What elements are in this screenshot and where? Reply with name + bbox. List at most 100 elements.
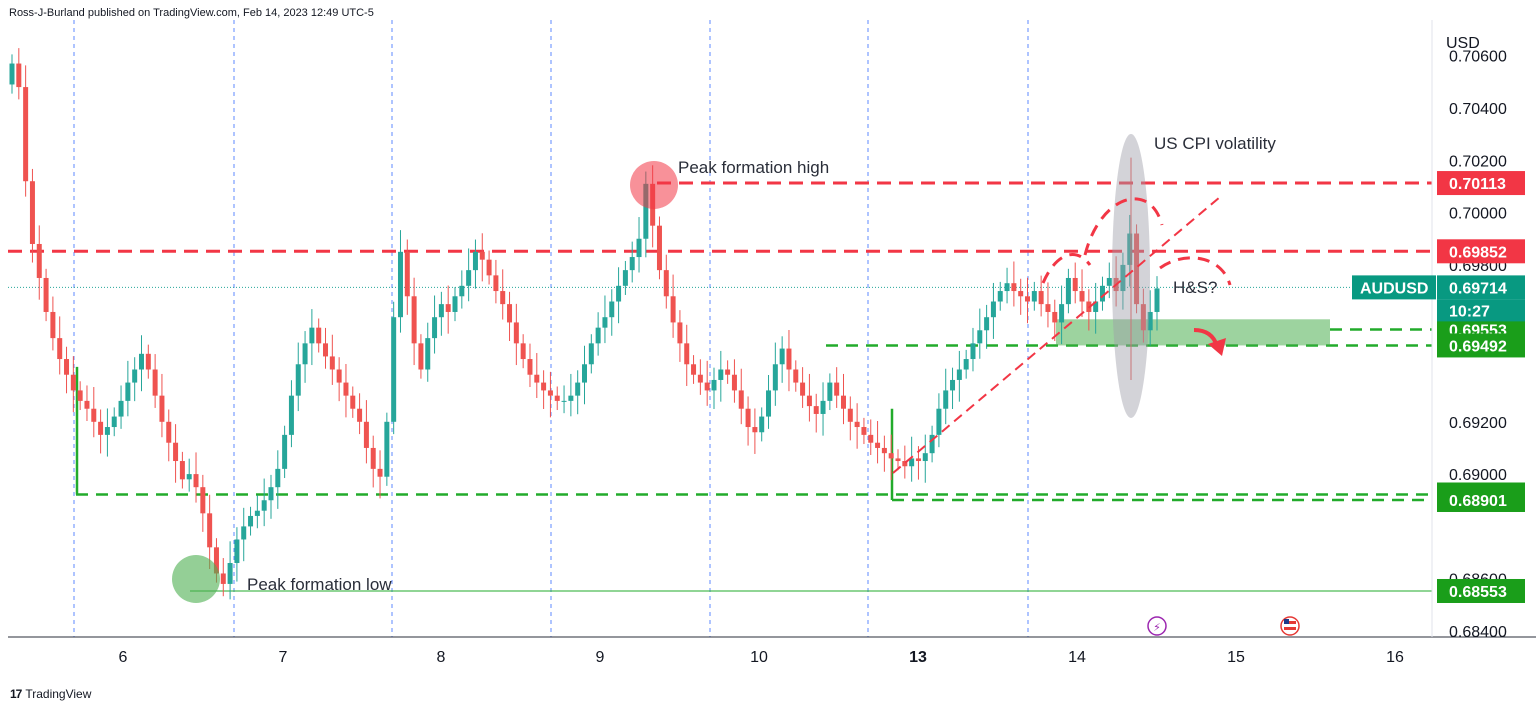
candle-body-148	[1018, 291, 1024, 297]
candle-body-152	[1045, 304, 1051, 312]
us-flag-stripe-2	[1284, 627, 1296, 630]
candle-body-0	[9, 63, 15, 85]
candle-body-92	[636, 238, 642, 258]
x-tick-10: 10	[750, 649, 768, 666]
candle-body-146	[1004, 283, 1010, 292]
candle-body-90	[622, 270, 628, 286]
candle-body-83	[575, 382, 581, 396]
candle-body-125	[861, 427, 867, 435]
candle-body-47	[329, 356, 335, 370]
candle-body-31	[220, 573, 226, 584]
candle-body-62	[432, 317, 438, 339]
candle-body-138	[950, 379, 956, 391]
candle-body-142	[977, 330, 983, 344]
candle-body-45	[316, 327, 322, 344]
y-tick-0.70600: 0.70600	[1449, 49, 1507, 66]
candle-body-156	[1072, 277, 1078, 292]
candle-body-52	[363, 421, 369, 448]
tradingview-brand[interactable]: 17 TradingView	[10, 687, 91, 701]
candle-body-3	[29, 181, 35, 244]
candle-body-2	[23, 87, 29, 182]
candle-body-137	[943, 390, 949, 409]
candle-body-16	[118, 400, 124, 417]
candle-body-73	[507, 304, 513, 323]
candle-body-165	[1134, 233, 1140, 305]
peak-high-marker	[630, 161, 678, 209]
candle-body-21	[152, 369, 158, 396]
candle-body-133	[915, 458, 921, 462]
candle-body-115	[793, 369, 799, 383]
candle-body-108	[745, 408, 751, 428]
symbol-tag-label: AUDUSD	[1360, 280, 1428, 297]
support-zone-box	[1056, 319, 1330, 346]
currency-label: USD	[1446, 35, 1480, 52]
candle-body-143	[984, 317, 990, 331]
candle-body-113	[779, 348, 785, 365]
candle-body-34	[241, 526, 247, 540]
candle-body-154	[1059, 304, 1065, 323]
candle-body-69	[479, 251, 485, 260]
candle-body-41	[288, 395, 294, 435]
candle-body-88	[609, 301, 615, 318]
annotation-peak-low: Peak formation low	[247, 575, 392, 594]
candle-body-9	[70, 374, 76, 391]
candle-body-91	[629, 257, 635, 271]
y-tick-0.69200: 0.69200	[1449, 415, 1507, 432]
x-tick-8: 8	[437, 649, 446, 666]
candle-body-7	[57, 338, 63, 360]
hs-right-shoulder	[1159, 256, 1232, 286]
candle-body-163	[1120, 264, 1126, 292]
us-flag-stripe-1	[1284, 621, 1296, 624]
candle-body-4	[36, 243, 42, 278]
candle-body-160	[1099, 285, 1105, 302]
candle-body-103	[711, 379, 717, 391]
peak-low-marker	[172, 555, 220, 603]
candle-body-147	[1011, 283, 1017, 292]
annotation-cpi: US CPI volatility	[1154, 134, 1276, 153]
candle-body-68	[472, 251, 478, 271]
candle-body-36	[254, 510, 260, 516]
candle-body-75	[520, 343, 526, 360]
candle-body-70	[486, 259, 492, 276]
candle-body-166	[1140, 304, 1146, 331]
candle-body-122	[840, 395, 846, 409]
candle-body-84	[582, 364, 587, 383]
candle-body-12	[91, 408, 97, 422]
candle-body-135	[929, 434, 935, 454]
candle-body-141	[970, 343, 976, 360]
candle-body-126	[868, 434, 874, 443]
candle-body-61	[425, 338, 431, 370]
candle-body-131	[902, 461, 908, 467]
candle-body-96	[663, 270, 669, 297]
candle-body-129	[888, 453, 894, 459]
candle-body-76	[527, 359, 533, 375]
x-tick-7: 7	[279, 649, 288, 666]
candle-body-159	[1093, 301, 1099, 312]
candle-layer	[9, 48, 1160, 600]
candle-body-140	[963, 359, 969, 370]
candle-body-56	[391, 317, 397, 422]
candle-body-19	[138, 353, 144, 370]
candle-body-107	[738, 390, 744, 409]
candle-body-18	[132, 369, 138, 383]
y-tick-0.70400: 0.70400	[1449, 101, 1507, 118]
candle-body-119	[820, 400, 826, 414]
candle-body-27	[193, 474, 199, 488]
candle-body-10	[77, 390, 83, 401]
candle-body-43	[302, 343, 308, 365]
candle-body-23	[166, 421, 172, 443]
lightning-event-icon	[1147, 616, 1167, 636]
candle-body-44	[309, 327, 315, 344]
candle-body-14	[104, 427, 110, 435]
candle-body-37	[261, 500, 267, 511]
symbol-tag	[1352, 275, 1436, 300]
candle-body-26	[186, 474, 192, 480]
candle-body-67	[466, 270, 472, 286]
publisher-caption: Ross-J-Burland published on TradingView.…	[9, 7, 374, 19]
candle-body-60	[418, 343, 424, 370]
level-layer	[8, 181, 1432, 592]
candle-body-127	[875, 442, 881, 448]
candle-body-39	[275, 468, 281, 488]
price-tag-0.69714	[1437, 275, 1525, 300]
